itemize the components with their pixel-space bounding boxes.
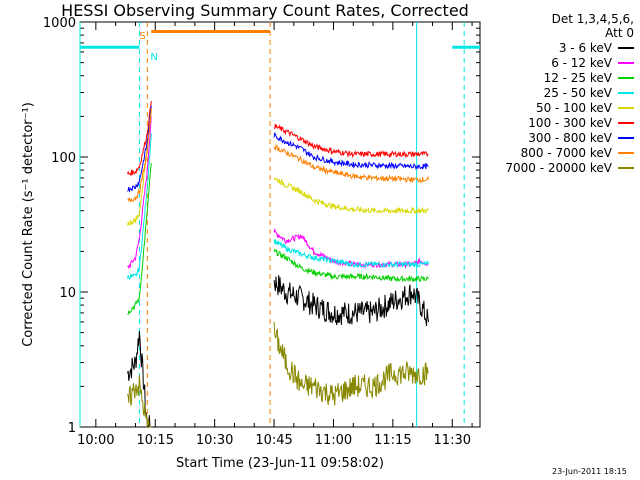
- legend-swatch: [618, 151, 634, 154]
- y-tick-label: 10: [59, 286, 76, 301]
- legend-item: 6 - 12 keV: [486, 55, 634, 70]
- series-line: [127, 375, 152, 428]
- x-tick-label: 10:30: [196, 433, 233, 448]
- plot-frame: [79, 21, 481, 428]
- legend-swatch: [618, 166, 634, 169]
- x-tick-label: 11:15: [374, 433, 411, 448]
- y-tick-label: 1000: [43, 16, 76, 31]
- legend-label: 50 - 100 keV: [535, 100, 612, 115]
- series-line: [127, 163, 152, 316]
- x-tick-label: 11:30: [434, 433, 471, 448]
- x-tick-label: 11:00: [315, 433, 352, 448]
- flag-label: N: [150, 52, 157, 63]
- legend-item: 100 - 300 keV: [486, 115, 634, 130]
- legend-item: 800 - 7000 keV: [486, 145, 634, 160]
- series-line: [273, 177, 429, 215]
- legend-swatch: [618, 121, 634, 124]
- series-line: [273, 123, 429, 159]
- legend-label: 300 - 800 keV: [528, 130, 612, 145]
- series-line: [127, 100, 152, 176]
- series-line: [273, 275, 429, 327]
- legend-swatch: [618, 136, 634, 139]
- legend-label: 12 - 25 keV: [543, 70, 612, 85]
- y-axis-label: Corrected Count Rate (s⁻¹ detector⁻¹): [21, 102, 36, 347]
- series-line: [127, 105, 152, 193]
- legend-label: 3 - 6 keV: [558, 40, 612, 55]
- y-tick-label: 1: [68, 421, 76, 436]
- flag-label: S: [139, 31, 145, 42]
- legend-swatch: [618, 91, 634, 94]
- legend: Det 1,3,4,5,6, Att 0 3 - 6 keV 6 - 12 keV…: [486, 12, 634, 175]
- legend-label: 100 - 300 keV: [528, 115, 612, 130]
- x-tick-label: 10:15: [137, 433, 174, 448]
- legend-item: 50 - 100 keV: [486, 100, 634, 115]
- legend-swatch: [618, 46, 634, 49]
- legend-swatch: [618, 76, 634, 79]
- legend-item: 12 - 25 keV: [486, 70, 634, 85]
- series-line: [273, 248, 429, 283]
- legend-rows: 3 - 6 keV 6 - 12 keV 12 - 25 keV 25 - 50 ke…: [486, 40, 634, 175]
- y-tick-label: 100: [51, 151, 76, 166]
- legend-item: 300 - 800 keV: [486, 130, 634, 145]
- timestamp: 23-Jun-2011 18:15: [552, 467, 627, 476]
- legend-item: 25 - 50 keV: [486, 85, 634, 100]
- legend-swatch: [618, 106, 634, 109]
- legend-header-line-1: Det 1,3,4,5,6,: [551, 12, 634, 26]
- legend-label: 800 - 7000 keV: [520, 145, 612, 160]
- x-axis-label: Start Time (23-Jun-11 09:58:02): [176, 456, 384, 471]
- series-line: [273, 144, 429, 183]
- x-tick-label: 10:00: [77, 433, 114, 448]
- series-line: [127, 116, 152, 270]
- legend-label: 7000 - 20000 keV: [505, 160, 612, 175]
- legend-label: 25 - 50 keV: [543, 85, 612, 100]
- chart-title: HESSI Observing Summary Count Rates, Cor…: [61, 1, 469, 20]
- series-line: [273, 239, 429, 269]
- series-line: [127, 133, 152, 281]
- x-tick-label: 10:45: [255, 433, 292, 448]
- legend-header-line-2: Att 0: [605, 26, 634, 40]
- legend-swatch: [618, 61, 634, 64]
- series-line: [127, 108, 152, 203]
- legend-label: 6 - 12 keV: [551, 55, 612, 70]
- legend-item: 7000 - 20000 keV: [486, 160, 634, 175]
- legend-item: 3 - 6 keV: [486, 40, 634, 55]
- series-line: [273, 131, 429, 171]
- series-line: [273, 321, 429, 406]
